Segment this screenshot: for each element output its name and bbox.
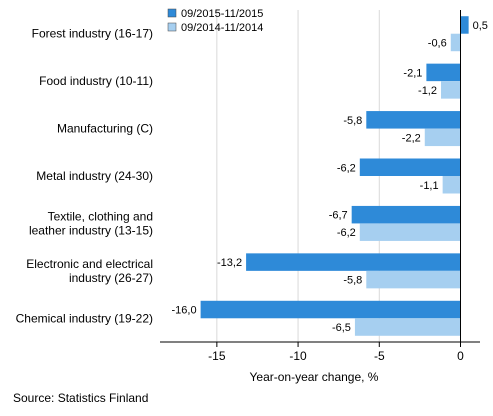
bar — [354, 318, 461, 336]
data-label: 0,5 — [473, 20, 488, 32]
bar — [359, 223, 461, 241]
category-label: Chemical industry (19-22) — [16, 311, 153, 325]
data-label: -13,2 — [217, 257, 242, 269]
data-label: -6,2 — [337, 227, 356, 239]
bar — [359, 158, 461, 176]
tick-label: -10 — [289, 349, 307, 363]
data-label: -5,8 — [343, 275, 362, 287]
data-label: -1,2 — [418, 85, 437, 97]
tick-label: -15 — [208, 349, 226, 363]
data-label: -0,6 — [428, 37, 447, 49]
data-label: -16,0 — [172, 305, 197, 317]
x-axis-label: Year-on-year change, % — [250, 370, 379, 384]
bar — [441, 81, 461, 99]
category-label: Textile, clothing and — [48, 209, 153, 223]
data-label: -5,8 — [343, 115, 362, 127]
bar — [424, 128, 461, 147]
category-label: Food industry (10-11) — [39, 74, 153, 88]
category-labels: Forest industry (16-17) Food industry (10… — [16, 27, 153, 326]
bar — [200, 300, 461, 319]
bar — [460, 16, 469, 34]
bar — [442, 176, 461, 194]
category-label: Manufacturing (C) — [57, 122, 153, 136]
x-axis: -15 -10 -5 0 — [160, 10, 480, 363]
bar — [366, 270, 461, 289]
category-label: Forest industry (16-17) — [32, 27, 153, 41]
category-label: leather industry (13-15) — [29, 223, 153, 237]
legend-swatch — [167, 22, 177, 32]
value-labels: 0,5 -0,6 -2,1 -1,2 -5,8 -2,2 -6,2 -1,1 -6,7 -6,2 -… — [172, 20, 488, 334]
data-label: -6,5 — [332, 322, 351, 334]
bar — [366, 111, 461, 129]
category-label: Metal industry (24-30) — [36, 169, 153, 183]
legend: 09/2015-11/2015 09/2014-11/2014 — [167, 8, 263, 34]
legend-label: 09/2014-11/2014 — [181, 22, 263, 34]
legend-label: 09/2015-11/2015 — [181, 8, 263, 20]
tick-label: 0 — [457, 349, 464, 363]
data-label: -2,1 — [403, 67, 422, 79]
data-label: -6,7 — [329, 210, 348, 222]
category-label: industry (26-27) — [69, 271, 153, 285]
bar — [246, 253, 461, 271]
legend-swatch — [167, 8, 177, 18]
data-label: -6,2 — [337, 162, 356, 174]
source-note: Source: Statistics Finland — [13, 391, 149, 405]
category-label: Electronic and electrical — [26, 257, 153, 271]
bar — [351, 205, 461, 224]
bar — [426, 63, 461, 82]
bar — [450, 33, 461, 52]
data-label: -1,1 — [420, 180, 439, 192]
data-label: -2,2 — [402, 132, 421, 144]
bars — [200, 16, 469, 336]
tick-label: -5 — [374, 349, 385, 363]
